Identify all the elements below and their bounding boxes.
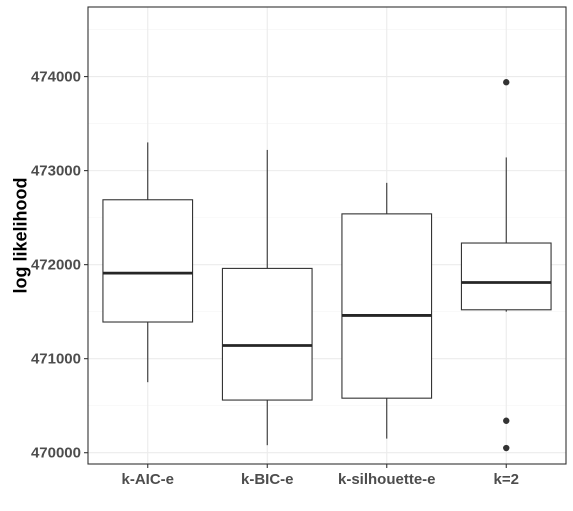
x-axis: k-AIC-e k-BIC-e k-silhouette-e k=2 bbox=[121, 464, 519, 488]
box-group bbox=[341, 182, 433, 439]
x-tick-label: k=2 bbox=[494, 471, 519, 488]
y-tick-label: 473000 bbox=[31, 163, 81, 180]
box-plot-series bbox=[102, 79, 552, 452]
box bbox=[102, 199, 194, 323]
box-group bbox=[221, 149, 313, 446]
box bbox=[221, 267, 313, 401]
y-tick-label: 474000 bbox=[31, 69, 81, 86]
y-axis: 470000 471000 472000 473000 474000 bbox=[31, 69, 88, 462]
y-axis-title: log likelihood bbox=[10, 178, 30, 294]
x-tick-label: k-BIC-e bbox=[241, 471, 294, 488]
y-tick-label: 472000 bbox=[31, 257, 81, 274]
y-tick-label: 470000 bbox=[31, 445, 81, 462]
x-tick-label: k-silhouette-e bbox=[338, 471, 436, 488]
outlier-point bbox=[503, 417, 510, 424]
outlier-point bbox=[503, 79, 510, 86]
box-group bbox=[102, 142, 194, 383]
box bbox=[460, 242, 552, 311]
box-group bbox=[460, 79, 552, 452]
outlier-point bbox=[503, 444, 510, 452]
box bbox=[341, 213, 433, 399]
panel-border bbox=[87, 6, 567, 465]
x-tick-label: k-AIC-e bbox=[121, 471, 174, 488]
y-tick-label: 471000 bbox=[31, 351, 81, 368]
